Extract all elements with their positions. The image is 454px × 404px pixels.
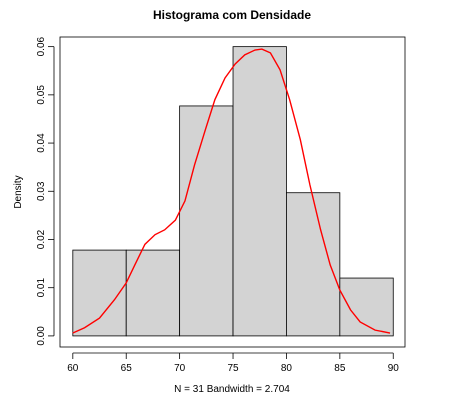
x-tick-label: 85: [334, 363, 346, 374]
y-axis-label: Density: [13, 175, 24, 208]
y-tick-label: 0.01: [36, 278, 47, 298]
x-tick-label: 75: [227, 363, 239, 374]
density-line: [72, 48, 391, 334]
x-tick-label: 80: [281, 363, 293, 374]
y-tick-label: 0.06: [36, 36, 47, 56]
chart-title: Histograma com Densidade: [153, 8, 311, 22]
y-tick-label: 0.03: [36, 181, 47, 201]
bar: [339, 277, 394, 337]
bar: [72, 249, 127, 337]
y-tick-label: 0.04: [36, 133, 47, 153]
bar: [232, 46, 287, 337]
plot-box: [59, 36, 406, 348]
x-tick-label: 90: [388, 363, 400, 374]
x-tick-label: 70: [174, 363, 186, 374]
bar: [179, 105, 234, 337]
bar: [286, 192, 341, 337]
y-tick-label: 0.00: [36, 326, 47, 346]
x-axis-label: N = 31 Bandwidth = 2.704: [174, 384, 290, 395]
bar: [125, 249, 181, 337]
x-tick-label: 60: [67, 363, 79, 374]
y-tick-label: 0.05: [36, 85, 47, 105]
x-tick-label: 65: [121, 363, 133, 374]
y-tick-label: 0.02: [36, 229, 47, 249]
